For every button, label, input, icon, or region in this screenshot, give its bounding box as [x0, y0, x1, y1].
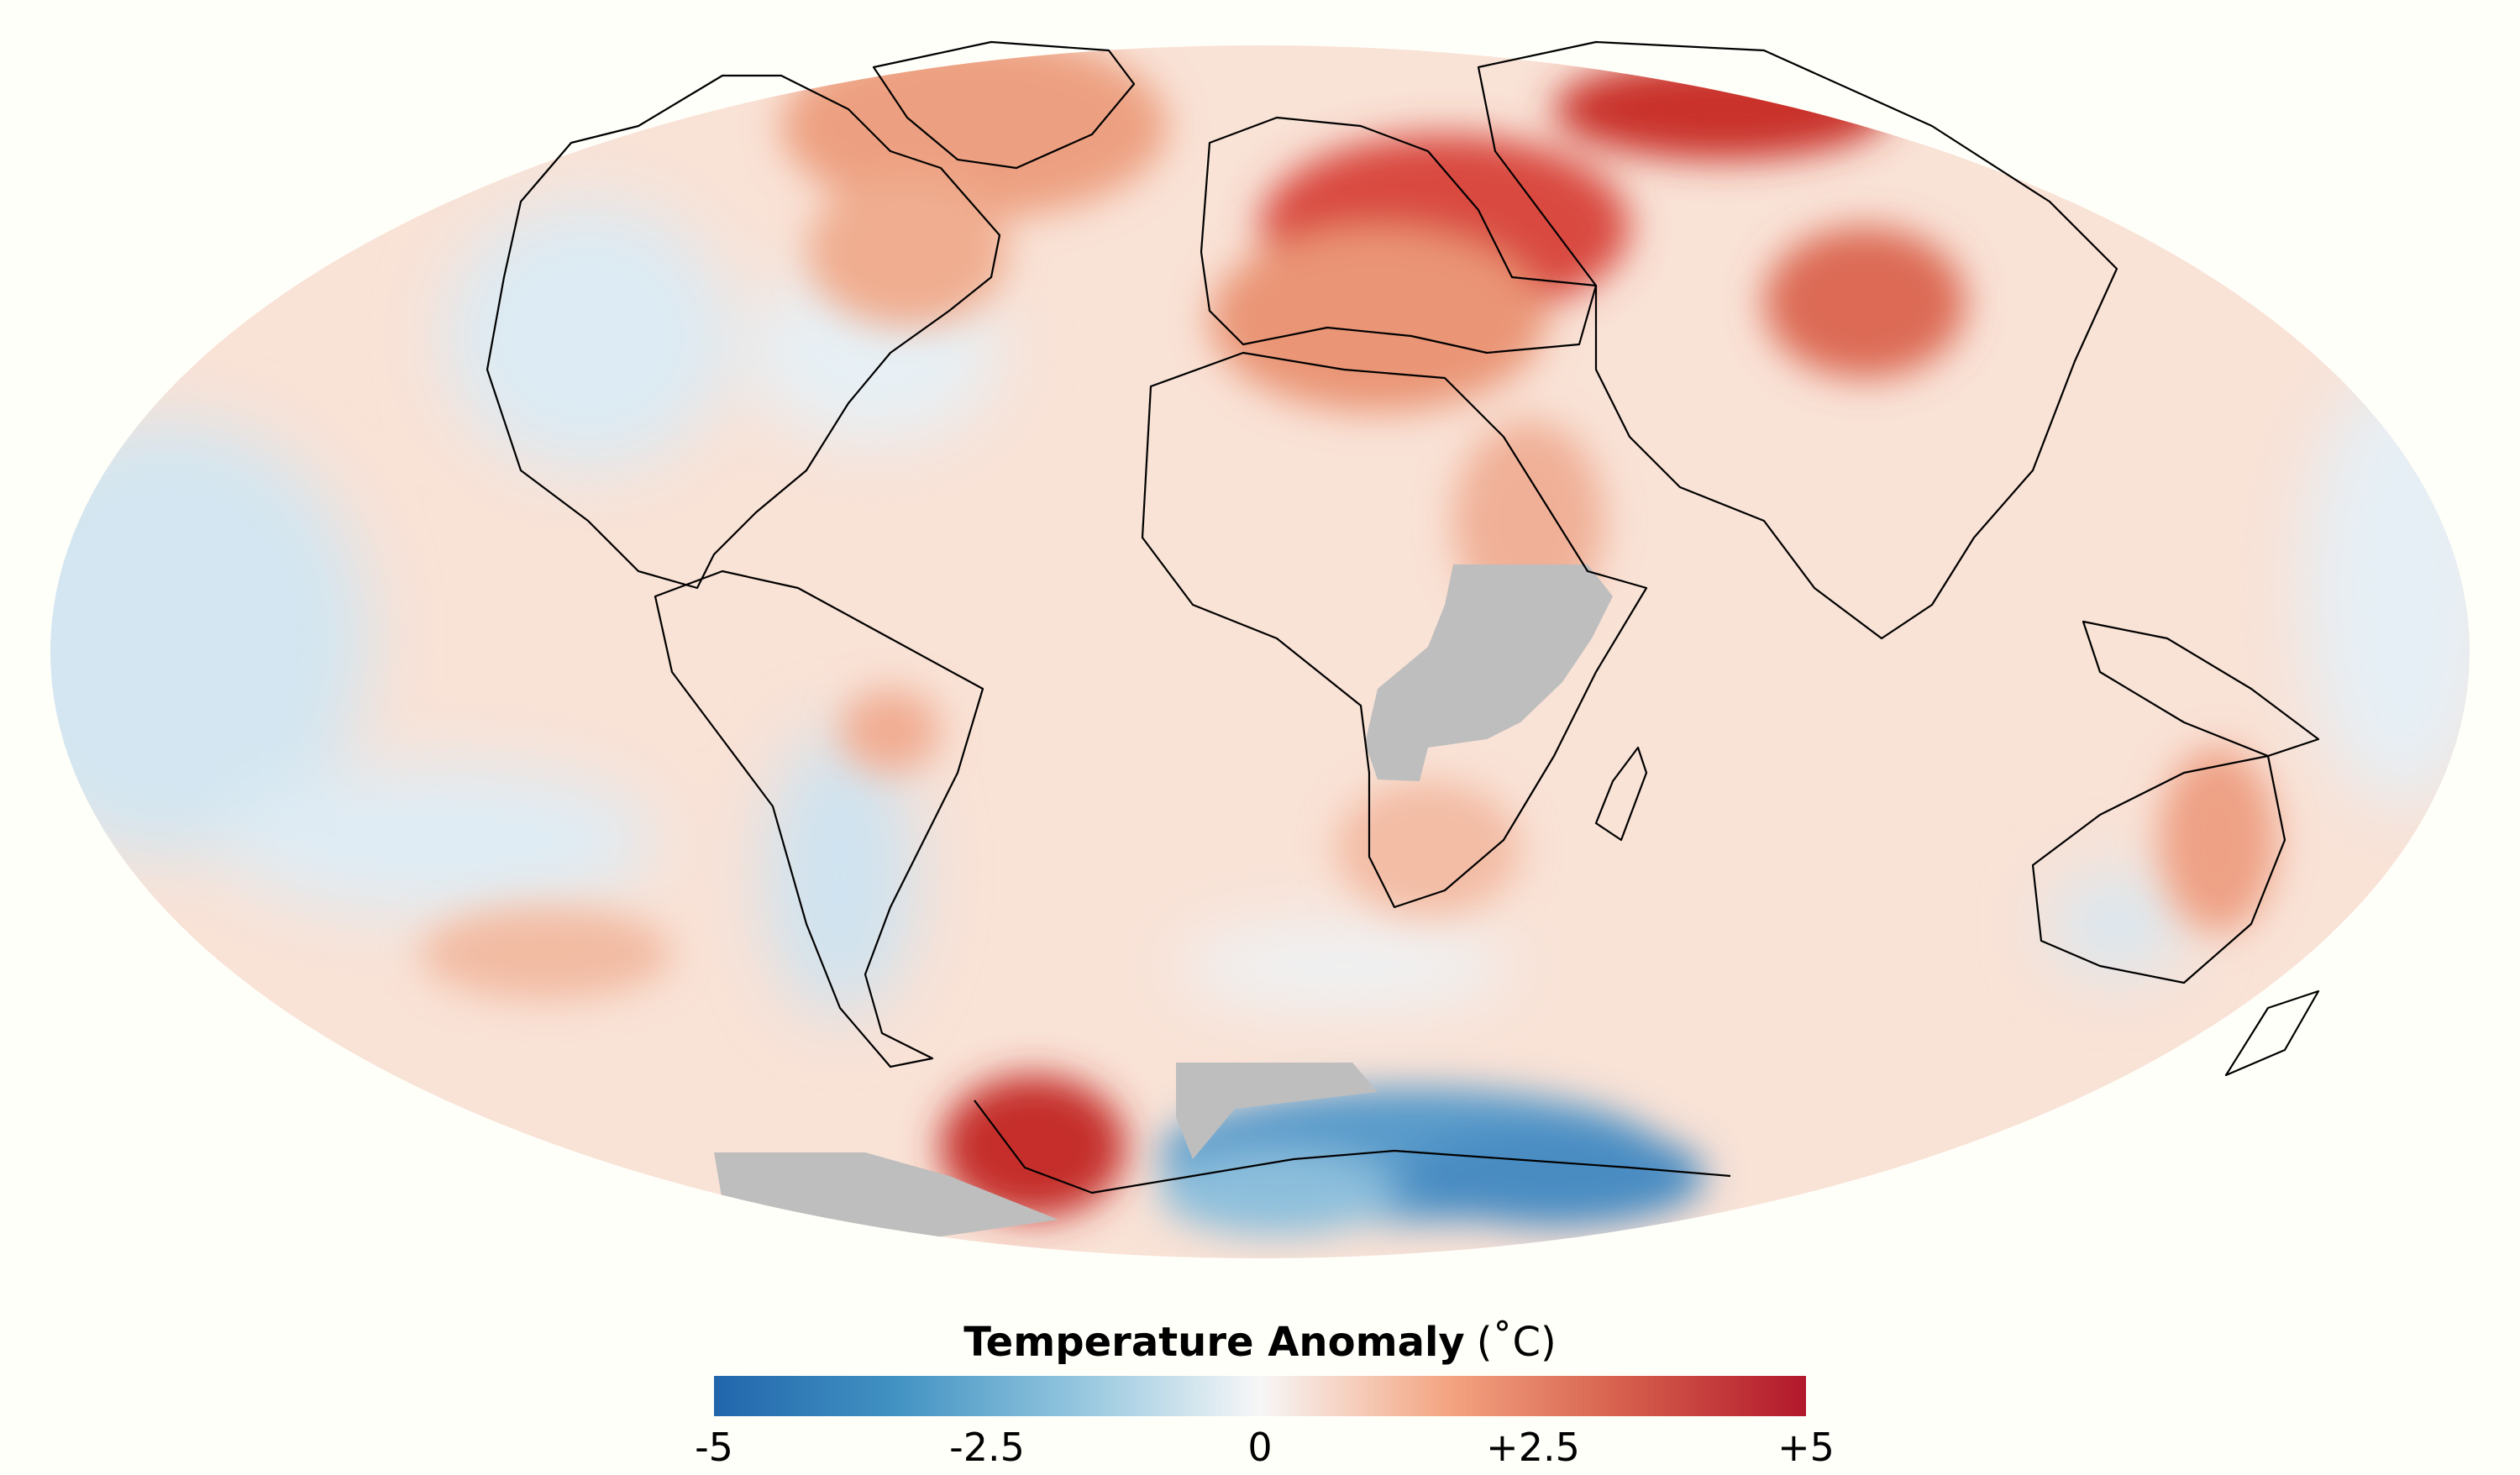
north-america-coastline	[486, 74, 1001, 590]
antarctica-coastline	[974, 1100, 1731, 1194]
cool-anomaly-regions	[50, 202, 2470, 1016]
australia-coastline	[2031, 754, 2286, 984]
southeast-asia-islands-coastline	[2082, 620, 2320, 758]
asia-coastline	[1477, 40, 2118, 640]
colorbar-tick-low: -2.5	[949, 1425, 1025, 1470]
legend-title: Temperature Anomaly (˚C)	[0, 1319, 2520, 1366]
antarctic-cool-region	[1159, 1088, 1705, 1235]
legend-unit: (˚C)	[1476, 1319, 1557, 1366]
world-temperature-anomaly-map	[50, 40, 2470, 1258]
colorbar-gradient	[714, 1376, 1806, 1416]
colorbar-tick-max: +5	[1777, 1425, 1835, 1470]
coastlines	[486, 40, 2320, 1194]
legend-title-text: Temperature Anomaly	[963, 1319, 1465, 1366]
colorbar-tick-min: -5	[695, 1425, 733, 1470]
colorbar-tick-high: +2.5	[1486, 1425, 1580, 1470]
south-america-coastline	[654, 570, 984, 1068]
colorbar	[714, 1376, 1806, 1416]
madagascar-coastline	[1594, 746, 1648, 842]
new-zealand-coastline	[2224, 989, 2320, 1077]
legend: Temperature Anomaly (˚C) -5 -2.5 0 +2.5 +…	[0, 1310, 2520, 1475]
colorbar-tick-zero: 0	[1247, 1425, 1273, 1470]
europe-coastline	[1200, 116, 1598, 354]
africa-coastline	[1141, 351, 1648, 909]
greenland-coastline	[872, 40, 1136, 170]
warm-anomaly-regions	[420, 45, 2276, 1218]
